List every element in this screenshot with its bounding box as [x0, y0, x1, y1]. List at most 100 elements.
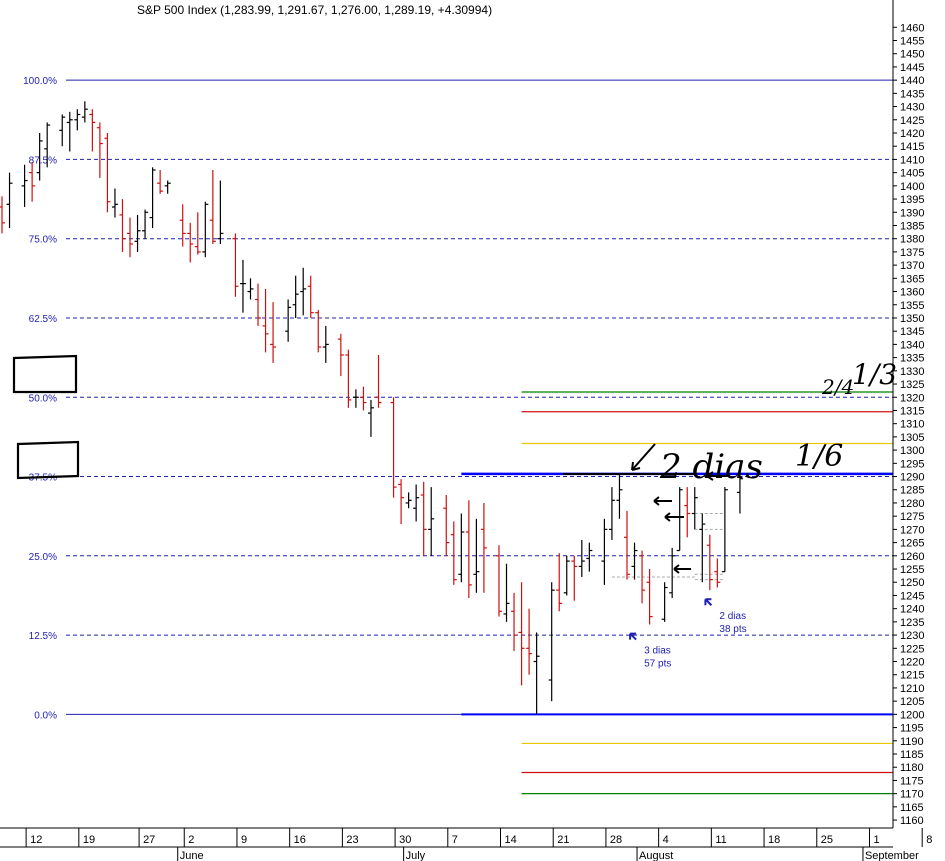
y-tick-label: 1350	[900, 313, 924, 325]
price-bar	[149, 167, 156, 229]
x-tick-label: 21	[557, 834, 569, 846]
y-tick-label: 1300	[900, 445, 924, 457]
price-bar	[480, 502, 487, 593]
price-bar	[285, 299, 292, 342]
price-bar	[473, 518, 480, 593]
x-tick-label: 23	[346, 834, 358, 846]
chart-title: S&P 500 Index (1,283.99, 1,291.67, 1,276…	[137, 3, 492, 17]
price-bar	[586, 542, 593, 572]
y-tick-label: 1265	[900, 538, 924, 550]
price-bar	[157, 169, 164, 194]
price-bar	[262, 288, 269, 353]
price-bar	[194, 212, 201, 255]
handwritten-fraction-2-4: 2/4	[821, 375, 854, 399]
price-bars	[0, 101, 743, 715]
price-bar	[0, 196, 5, 234]
price-bar	[300, 267, 307, 316]
price-bar	[458, 513, 465, 583]
y-tick-label: 1190	[900, 736, 924, 748]
price-bar	[345, 349, 352, 408]
y-tick-label: 1165	[900, 802, 924, 814]
price-bar	[684, 487, 691, 538]
price-bar	[563, 555, 570, 596]
price-bar	[179, 204, 186, 247]
y-tick-label: 1285	[900, 485, 924, 497]
projection-lines	[461, 391, 893, 795]
x-tick-label: 7	[452, 834, 458, 846]
price-bar	[322, 325, 329, 363]
price-bar	[405, 492, 412, 509]
price-bar	[217, 180, 224, 244]
price-bar	[390, 397, 397, 498]
month-label: August	[639, 850, 673, 861]
price-bar	[44, 122, 51, 168]
price-bar	[6, 172, 13, 229]
y-tick-label: 1400	[900, 181, 924, 193]
y-tick-label: 1180	[900, 762, 924, 774]
y-tick-label: 1320	[900, 392, 924, 404]
y-tick-label: 1370	[900, 260, 924, 272]
y-tick-label: 1235	[900, 617, 924, 629]
price-bar	[714, 558, 721, 588]
arrow-icon	[664, 512, 684, 522]
price-bar	[616, 473, 623, 519]
price-bar	[209, 169, 216, 244]
price-bar	[337, 333, 344, 377]
x-tick-label: 18	[768, 834, 780, 846]
annotation-text: 3 dias	[644, 646, 671, 657]
annotation-text: 38 pts	[719, 624, 746, 635]
fib-level-label: 25.0%	[29, 552, 57, 563]
y-tick-label: 1360	[900, 287, 924, 299]
y-tick-label: 1185	[900, 749, 924, 761]
y-tick-label: 1450	[900, 49, 924, 61]
y-tick-label: 1415	[900, 141, 924, 153]
price-bar	[699, 513, 706, 583]
price-bar	[518, 582, 525, 686]
y-tick-label: 1435	[900, 88, 924, 100]
month-label: July	[406, 850, 426, 861]
fib-level-label: 50.0%	[29, 393, 57, 404]
y-tick-label: 1345	[900, 326, 924, 338]
x-tick-label: 19	[83, 834, 95, 846]
blue-arrow-icon	[629, 632, 637, 641]
y-tick-label: 1205	[900, 696, 924, 708]
price-bar	[669, 547, 676, 599]
arrow-icon	[706, 471, 727, 481]
y-tick-label: 1305	[900, 432, 924, 444]
y-tick-label: 1250	[900, 577, 924, 589]
y-tick-label: 1340	[900, 339, 924, 351]
price-bar	[255, 283, 262, 326]
y-tick-label: 1330	[900, 366, 924, 378]
price-bar	[134, 214, 141, 252]
price-bar	[420, 481, 427, 556]
y-tick-label: 1380	[900, 234, 924, 246]
arrow-icon	[653, 496, 672, 506]
y-tick-label: 1225	[900, 643, 924, 655]
x-tick-label: 9	[241, 834, 247, 846]
month-label: September	[865, 850, 919, 861]
price-bar	[548, 582, 555, 702]
y-tick-label: 1420	[900, 128, 924, 140]
handwritten-markup: 2 dias 1/6 1/3 2/4	[12, 354, 897, 574]
price-bar	[36, 132, 43, 181]
price-bar	[202, 201, 209, 258]
x-tick-label: 4	[663, 834, 669, 846]
x-tick-label: 12	[30, 834, 42, 846]
price-bar	[247, 278, 254, 300]
price-bar	[533, 632, 540, 715]
x-tick-label: 14	[505, 834, 517, 846]
price-bar	[623, 510, 630, 580]
y-tick-label: 1365	[900, 273, 924, 285]
price-bar	[413, 484, 420, 522]
fib-level-label: 87.5%	[29, 155, 57, 166]
arrow-icon	[673, 564, 691, 574]
y-tick-label: 1425	[900, 115, 924, 127]
y-tick-label: 1200	[900, 709, 924, 721]
annotation-text: 2 dias	[719, 611, 746, 622]
y-tick-label: 1160	[900, 815, 924, 827]
handwritten-fraction-1-6: 1/6	[795, 439, 843, 474]
y-tick-label: 1245	[900, 590, 924, 602]
